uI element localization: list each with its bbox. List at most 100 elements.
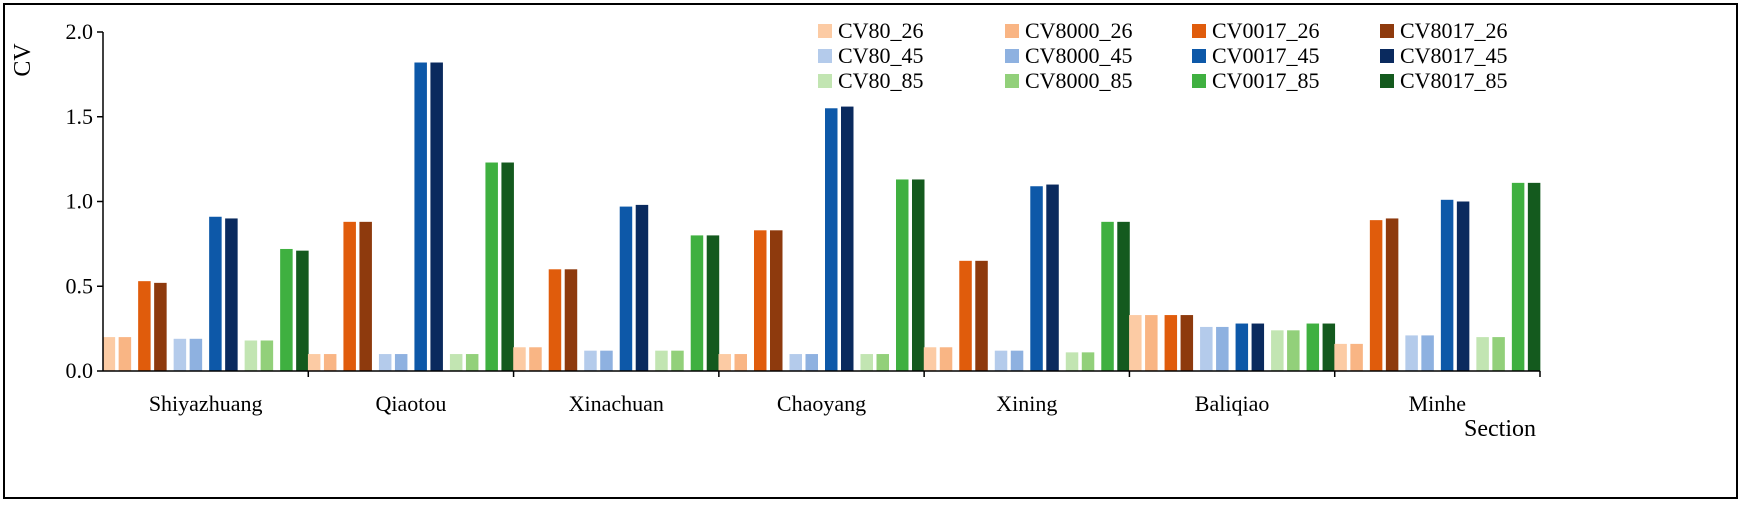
bar-CV80_85-Xining bbox=[1065, 352, 1079, 371]
bar-CV8017_26-Chaoyang bbox=[770, 230, 783, 371]
bar-CV0017_45-Shiyazhuang bbox=[209, 216, 222, 371]
bar-CV0017_45-Minhe bbox=[1440, 199, 1454, 371]
y-axis-label: CV bbox=[10, 43, 36, 77]
bar-CV80_26-Shiyazhuang bbox=[102, 337, 116, 371]
bar-CV8017_26-Qiaotou bbox=[359, 221, 372, 371]
bar-CV0017_26-Xinachuan bbox=[548, 269, 562, 371]
legend-swatch-CV8017_45 bbox=[1380, 49, 1394, 63]
legend-label-CV8017_85: CV8017_85 bbox=[1400, 68, 1508, 93]
legend-swatch-CV8000_85 bbox=[1005, 74, 1019, 88]
bar-CV8000_45-Chaoyang bbox=[805, 354, 818, 371]
bar-CV80_45-Baliqiao bbox=[1200, 326, 1213, 371]
bar-CV8000_26-Xinachuan bbox=[529, 347, 542, 371]
legend-swatch-CV8000_45 bbox=[1005, 49, 1019, 63]
bar-CV8017_26-Baliqiao bbox=[1180, 315, 1194, 371]
x-tick-label: Chaoyang bbox=[777, 391, 866, 416]
bar-CV80_45-Qiaotou bbox=[378, 354, 392, 371]
bar-CV8017_85-Minhe bbox=[1527, 182, 1541, 371]
bar-CV0017_45-Xinachuan bbox=[619, 206, 633, 371]
bar-CV80_45-Minhe bbox=[1405, 335, 1418, 371]
legend-label-CV8017_45: CV8017_45 bbox=[1400, 43, 1508, 68]
bar-CV80_85-Qiaotou bbox=[449, 354, 463, 371]
y-tick-label: 1.5 bbox=[66, 104, 94, 129]
bar-CV0017_85-Qiaotou bbox=[485, 162, 498, 371]
bar-CV8017_85-Baliqiao bbox=[1322, 323, 1336, 371]
x-tick-label: Xining bbox=[996, 391, 1057, 416]
x-axis-label: Section bbox=[1464, 416, 1536, 442]
legend-label-CV0017_45: CV0017_45 bbox=[1212, 43, 1320, 68]
bar-CV8017_85-Qiaotou bbox=[501, 162, 514, 371]
bar-CV8000_85-Baliqiao bbox=[1287, 330, 1300, 371]
legend-swatch-CV0017_26 bbox=[1192, 24, 1206, 38]
legend-label-CV0017_85: CV0017_85 bbox=[1212, 68, 1320, 93]
bar-CV0017_45-Baliqiao bbox=[1235, 323, 1249, 371]
legend-label-CV0017_26: CV0017_26 bbox=[1212, 18, 1320, 43]
bar-CV80_26-Xining bbox=[923, 347, 937, 371]
legend-label-CV8000_45: CV8000_45 bbox=[1025, 43, 1133, 68]
bar-CV8000_26-Baliqiao bbox=[1145, 315, 1158, 371]
legend-label-CV8000_26: CV8000_26 bbox=[1025, 18, 1133, 43]
y-tick-label: 0.5 bbox=[66, 273, 94, 298]
bar-CV8000_26-Qiaotou bbox=[323, 354, 337, 371]
bar-CV80_26-Xinachuan bbox=[513, 347, 526, 371]
y-tick-label: 1.0 bbox=[66, 189, 94, 214]
bar-CV8000_26-Xining bbox=[939, 347, 953, 371]
bar-CV8017_26-Shiyazhuang bbox=[154, 282, 167, 371]
legend-swatch-CV8017_26 bbox=[1380, 24, 1394, 38]
bar-CV8017_45-Shiyazhuang bbox=[225, 218, 238, 371]
legend-label-CV8017_26: CV8017_26 bbox=[1400, 18, 1508, 43]
x-tick-label: Xinachuan bbox=[569, 391, 664, 416]
bar-CV0017_26-Xining bbox=[959, 260, 972, 371]
legend-swatch-CV80_85 bbox=[818, 74, 832, 88]
legend-label-CV80_45: CV80_45 bbox=[838, 43, 924, 68]
legend-swatch-CV8000_26 bbox=[1005, 24, 1019, 38]
bar-CV80_85-Xinachuan bbox=[655, 350, 668, 371]
bar-CV8000_45-Baliqiao bbox=[1216, 326, 1229, 371]
bar-CV8017_85-Xinachuan bbox=[706, 235, 720, 371]
bar-CV8000_45-Qiaotou bbox=[394, 354, 408, 371]
bar-CV8000_45-Xining bbox=[1010, 350, 1024, 371]
bar-CV8017_45-Baliqiao bbox=[1251, 323, 1265, 371]
bar-CV8017_26-Minhe bbox=[1385, 218, 1399, 371]
x-tick-label: Shiyazhuang bbox=[149, 391, 263, 416]
bar-CV0017_85-Chaoyang bbox=[896, 179, 909, 371]
bar-CV8000_85-Xining bbox=[1081, 352, 1095, 371]
legend-swatch-CV8017_85 bbox=[1380, 74, 1394, 88]
bar-CV8017_45-Xinachuan bbox=[635, 204, 649, 371]
legend-label-CV80_85: CV80_85 bbox=[838, 68, 924, 93]
bar-CV80_85-Chaoyang bbox=[860, 354, 873, 371]
legend-label-CV8000_85: CV8000_85 bbox=[1025, 68, 1133, 93]
bar-CV0017_85-Baliqiao bbox=[1306, 323, 1320, 371]
bar-CV80_45-Shiyazhuang bbox=[173, 338, 187, 371]
bar-CV8000_85-Minhe bbox=[1492, 337, 1505, 371]
bar-CV80_26-Minhe bbox=[1334, 343, 1347, 371]
bar-CV0017_85-Xining bbox=[1101, 221, 1114, 371]
bar-CV0017_26-Qiaotou bbox=[343, 221, 356, 371]
bar-CV0017_85-Shiyazhuang bbox=[280, 248, 293, 371]
bar-CV8000_45-Minhe bbox=[1421, 335, 1434, 371]
bar-CV0017_45-Xining bbox=[1030, 186, 1043, 371]
bar-CV0017_45-Chaoyang bbox=[825, 108, 838, 372]
bar-CV80_45-Xinachuan bbox=[584, 350, 597, 371]
bar-CV8017_26-Xining bbox=[975, 260, 988, 371]
bar-CV8017_85-Xining bbox=[1117, 221, 1130, 371]
bar-CV8017_85-Shiyazhuang bbox=[296, 250, 309, 371]
bar-CV80_85-Minhe bbox=[1476, 337, 1489, 371]
x-tick-label: Qiaotou bbox=[375, 391, 446, 416]
y-tick-label: 2.0 bbox=[66, 19, 94, 44]
legend: CV80_26 CV8000_26 CV0017_26 CV8017_26 CV80_4… bbox=[818, 18, 1508, 93]
legend-label-CV80_26: CV80_26 bbox=[838, 18, 924, 43]
legend-swatch-CV0017_45 bbox=[1192, 49, 1206, 63]
bar-CV8000_85-Xinachuan bbox=[671, 350, 684, 371]
bar-CV8000_45-Xinachuan bbox=[600, 350, 613, 371]
bar-CV8017_26-Xinachuan bbox=[564, 269, 578, 371]
bar-CV0017_26-Baliqiao bbox=[1164, 315, 1178, 371]
bar-CV8000_26-Chaoyang bbox=[734, 354, 747, 371]
legend-swatch-CV80_26 bbox=[818, 24, 832, 38]
bar-CV80_26-Qiaotou bbox=[307, 354, 321, 371]
bar-CV8000_85-Qiaotou bbox=[465, 354, 479, 371]
bar-CV0017_45-Qiaotou bbox=[414, 62, 427, 371]
y-tick-label: 0.0 bbox=[66, 358, 94, 383]
bar-CV8017_45-Chaoyang bbox=[841, 106, 854, 371]
bar-CV0017_26-Shiyazhuang bbox=[138, 281, 151, 371]
